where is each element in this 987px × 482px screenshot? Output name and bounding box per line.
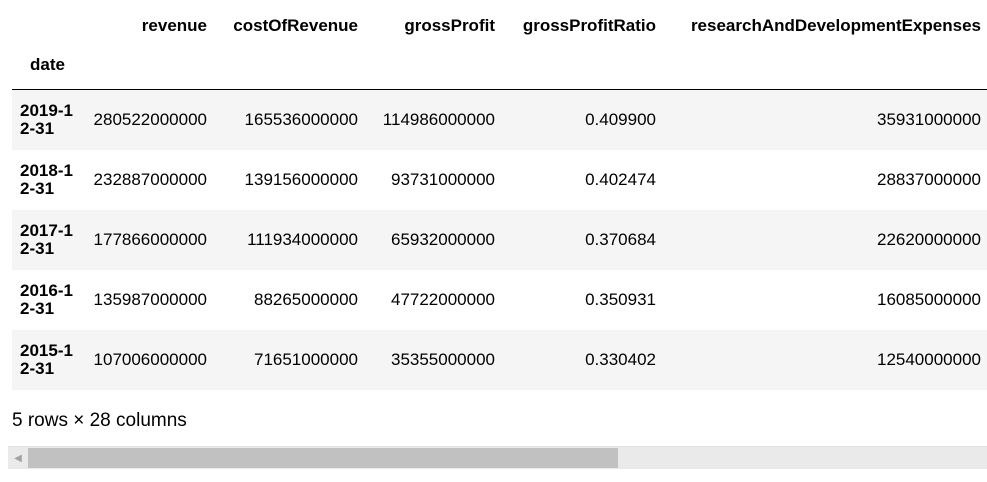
- column-header: grossProfitRatio: [522, 15, 656, 35]
- table-cell: 0.350931: [585, 289, 656, 309]
- table-cell: 280522000000: [93, 109, 207, 129]
- table-cell: 114986000000: [382, 109, 495, 129]
- table-cell: 139156000000: [244, 169, 358, 189]
- table-cell: 71651000000: [253, 349, 358, 369]
- scrollbar-thumb[interactable]: [28, 448, 618, 468]
- table-cell: 35931000000: [876, 109, 981, 129]
- table-cell: 0.402474: [585, 169, 656, 189]
- index-name-row: date: [12, 51, 987, 90]
- column-header-blank: [12, 0, 74, 51]
- table-cell: 88265000000: [253, 289, 358, 309]
- column-header: revenue: [141, 15, 207, 35]
- table-row: 2016-12-31 135987000000 88265000000 4772…: [12, 270, 987, 330]
- table-cell: 0.370684: [585, 229, 656, 249]
- dataframe-output: revenue costOfRevenue grossProfit grossP…: [12, 0, 987, 390]
- row-index: 2018-12-31: [20, 160, 73, 198]
- dataframe-table: revenue costOfRevenue grossProfit grossP…: [12, 0, 987, 390]
- table-cell: 12540000000: [876, 349, 981, 369]
- table-cell: 65932000000: [390, 229, 495, 249]
- table-cell: 111934000000: [247, 229, 358, 249]
- table-cell: 28837000000: [876, 169, 981, 189]
- row-index: 2019-12-31: [20, 100, 73, 138]
- index-name: date: [30, 55, 65, 74]
- table-cell: 135987000000: [93, 289, 207, 309]
- table-cell: 16085000000: [876, 289, 981, 309]
- table-cell: 107006000000: [93, 349, 207, 369]
- table-row: 2017-12-31 177866000000 111934000000 659…: [12, 209, 987, 270]
- horizontal-scrollbar[interactable]: ◀: [8, 446, 987, 469]
- table-cell: 93731000000: [390, 169, 495, 189]
- table-cell: 165536000000: [244, 109, 358, 129]
- column-header: costOfRevenue: [233, 15, 358, 35]
- table-cell: 47722000000: [390, 289, 495, 309]
- table-cell: 232887000000: [93, 169, 207, 189]
- shape-summary: 5 rows × 28 columns: [12, 410, 187, 431]
- table-cell: 22620000000: [876, 229, 981, 249]
- row-index: 2016-12-31: [20, 280, 73, 318]
- row-index: 2015-12-31: [20, 340, 73, 378]
- table-cell: 35355000000: [390, 349, 495, 369]
- column-header: researchAndDevelopmentExpenses: [690, 15, 981, 35]
- row-index: 2017-12-31: [20, 220, 73, 258]
- table-cell: 0.330402: [585, 349, 656, 369]
- triangle-left-icon[interactable]: ◀: [14, 452, 22, 464]
- column-header: grossProfit: [404, 15, 495, 35]
- column-header-row: revenue costOfRevenue grossProfit grossP…: [12, 0, 987, 51]
- table-cell: 177866000000: [93, 229, 207, 249]
- table-cell: 0.409900: [585, 109, 656, 129]
- table-row: 2019-12-31 280522000000 165536000000 114…: [12, 89, 987, 150]
- table-row: 2015-12-31 107006000000 71651000000 3535…: [12, 329, 987, 390]
- table-row: 2018-12-31 232887000000 139156000000 937…: [12, 150, 987, 210]
